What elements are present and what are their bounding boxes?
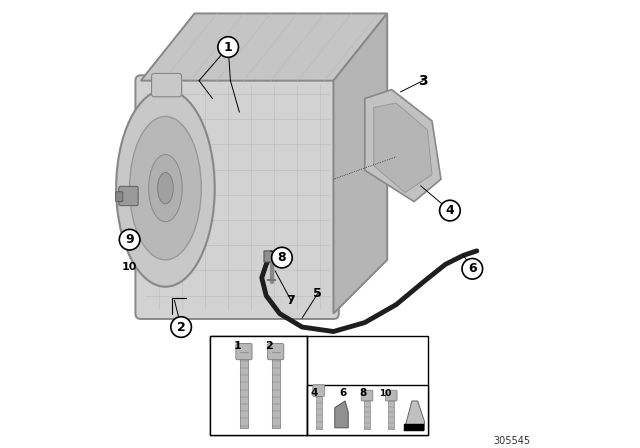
FancyBboxPatch shape	[152, 73, 182, 97]
FancyBboxPatch shape	[316, 396, 321, 429]
Polygon shape	[264, 251, 280, 262]
FancyBboxPatch shape	[313, 385, 324, 396]
Text: 3: 3	[418, 73, 428, 88]
Text: 10: 10	[122, 262, 138, 271]
Text: 4: 4	[445, 204, 454, 217]
FancyBboxPatch shape	[116, 192, 123, 202]
Polygon shape	[404, 401, 424, 430]
Circle shape	[218, 37, 239, 57]
Text: 5: 5	[314, 287, 322, 300]
FancyBboxPatch shape	[236, 344, 252, 360]
Text: 6: 6	[339, 388, 346, 398]
FancyBboxPatch shape	[364, 400, 370, 429]
FancyBboxPatch shape	[404, 424, 424, 431]
Circle shape	[462, 258, 483, 279]
Text: 6: 6	[468, 262, 477, 276]
FancyBboxPatch shape	[361, 390, 373, 401]
Text: 2: 2	[265, 341, 273, 351]
Polygon shape	[141, 13, 387, 81]
FancyBboxPatch shape	[119, 186, 138, 206]
Polygon shape	[374, 103, 432, 193]
FancyBboxPatch shape	[388, 400, 394, 429]
Text: 9: 9	[125, 233, 134, 246]
Ellipse shape	[157, 172, 173, 204]
Ellipse shape	[148, 155, 182, 222]
Text: 305545: 305545	[493, 436, 531, 446]
Ellipse shape	[129, 116, 201, 260]
FancyBboxPatch shape	[385, 390, 397, 401]
FancyBboxPatch shape	[307, 385, 428, 435]
Text: 1: 1	[224, 40, 232, 54]
Ellipse shape	[116, 90, 215, 287]
Circle shape	[119, 229, 140, 250]
Text: 8: 8	[278, 251, 286, 264]
Polygon shape	[333, 13, 387, 314]
FancyBboxPatch shape	[210, 336, 428, 435]
FancyBboxPatch shape	[240, 358, 248, 428]
Circle shape	[171, 317, 191, 337]
FancyBboxPatch shape	[272, 358, 280, 428]
Text: 8: 8	[359, 388, 366, 398]
FancyBboxPatch shape	[210, 336, 307, 435]
Polygon shape	[335, 401, 348, 428]
Text: 4: 4	[310, 388, 318, 398]
Text: 1: 1	[234, 341, 241, 351]
FancyBboxPatch shape	[136, 75, 339, 319]
Text: 2: 2	[177, 320, 186, 334]
Polygon shape	[365, 90, 441, 202]
Text: 10: 10	[380, 389, 392, 398]
Circle shape	[271, 247, 292, 268]
FancyBboxPatch shape	[268, 344, 284, 360]
Circle shape	[440, 200, 460, 221]
Text: 7: 7	[287, 293, 295, 307]
